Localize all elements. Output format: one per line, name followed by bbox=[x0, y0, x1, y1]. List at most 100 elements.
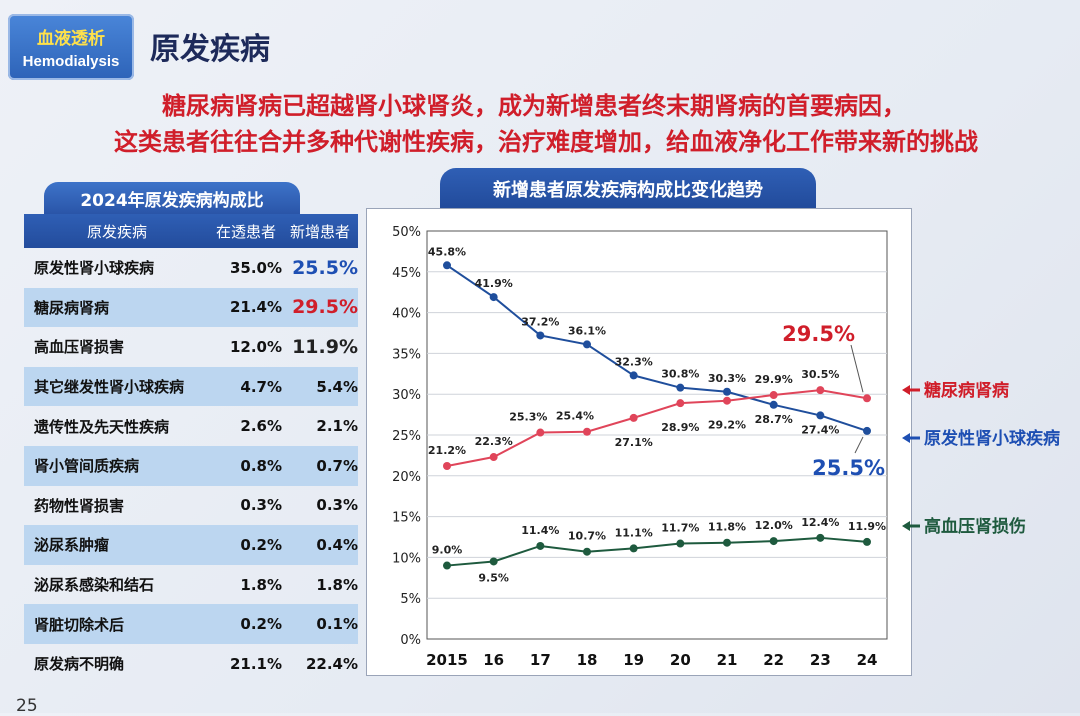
subtitle-line-1: 糖尿病肾病已超越肾小球肾炎，成为新增患者终末期肾病的首要病因， bbox=[162, 92, 906, 120]
data-label: 11.7% bbox=[661, 522, 699, 535]
data-label: 11.9% bbox=[848, 520, 886, 533]
new-patient-percent: 1.8% bbox=[316, 575, 358, 594]
data-point bbox=[816, 533, 825, 542]
header-dialysis: 在透患者 bbox=[215, 222, 276, 241]
legend-label: 高血压肾损伤 bbox=[924, 516, 1026, 537]
disease-name: 糖尿病肾病 bbox=[34, 298, 110, 317]
legend-arrow-icon bbox=[902, 433, 910, 443]
chart-frame: 0% 5% 10% 15% 20% 25% 30% 35% 40% 45% 50% 2015 16 17 1… bbox=[366, 208, 912, 676]
y-tick-label: 50% bbox=[392, 225, 421, 240]
disease-name: 泌尿系感染和结石 bbox=[34, 576, 155, 595]
data-label: 11.8% bbox=[708, 521, 746, 534]
disease-composition-table: 原发疾病 在透患者 新增患者 原发性肾小球疾病 35.0% 25.5% 糖尿病肾病 21… bbox=[24, 214, 358, 684]
table-row: 原发性肾小球疾病 35.0% 25.5% bbox=[24, 248, 358, 288]
legend-label: 糖尿病肾病 bbox=[924, 380, 1009, 401]
badge-english-label: Hemodialysis bbox=[22, 53, 120, 70]
table-row: 其它继发性肾小球疾病 4.7% 5.4% bbox=[24, 366, 358, 407]
data-label: 12.4% bbox=[801, 516, 839, 529]
new-patient-percent: 2.1% bbox=[316, 417, 358, 436]
y-tick-label: 35% bbox=[392, 347, 421, 362]
leader-line bbox=[850, 344, 864, 393]
data-label: 36.1% bbox=[568, 324, 606, 337]
end-label-glomerular: 25.5% bbox=[812, 456, 885, 480]
y-tick-label: 5% bbox=[400, 592, 421, 607]
x-tick-label: 2015 bbox=[426, 651, 468, 669]
data-point bbox=[489, 453, 498, 462]
data-point bbox=[583, 427, 591, 436]
data-label: 28.7% bbox=[755, 413, 793, 426]
new-patient-percent: 11.9% bbox=[292, 335, 358, 358]
new-patient-percent: 5.4% bbox=[316, 377, 358, 396]
table-row: 肾小管间质疾病 0.8% 0.7% bbox=[24, 445, 358, 486]
data-label: 9.0% bbox=[432, 544, 463, 557]
trend-line-chart: 0% 5% 10% 15% 20% 25% 30% 35% 40% 45% 50% 2015 16 17 1… bbox=[392, 225, 888, 669]
data-point bbox=[863, 537, 871, 546]
dialysis-percent: 4.7% bbox=[240, 377, 282, 396]
data-label: 11.1% bbox=[615, 526, 653, 539]
table-row: 遗传性及先天性疾病 2.6% 2.1% bbox=[24, 406, 358, 446]
table-row: 原发病不明确 21.1% 22.4% bbox=[24, 644, 358, 684]
data-label: 25.4% bbox=[556, 410, 594, 423]
x-tick-label: 17 bbox=[530, 651, 551, 669]
disease-name: 药物性肾损害 bbox=[34, 496, 125, 515]
series-line bbox=[446, 389, 868, 467]
data-point bbox=[816, 386, 825, 395]
y-tick-label: 10% bbox=[392, 551, 421, 566]
data-point bbox=[489, 293, 498, 302]
series-line bbox=[446, 264, 868, 432]
disease-name: 原发病不明确 bbox=[34, 655, 125, 674]
dialysis-percent: 35.0% bbox=[229, 258, 282, 277]
data-label: 10.7% bbox=[568, 530, 606, 543]
data-label: 32.3% bbox=[615, 355, 653, 368]
dialysis-percent: 0.8% bbox=[240, 456, 282, 475]
new-patient-percent: 25.5% bbox=[292, 256, 358, 279]
data-label: 30.5% bbox=[801, 368, 839, 381]
data-label: 27.4% bbox=[801, 423, 839, 436]
data-label: 27.1% bbox=[615, 436, 653, 449]
header-new: 新增患者 bbox=[289, 222, 350, 241]
dialysis-percent: 0.2% bbox=[240, 615, 282, 634]
x-tick-label: 20 bbox=[670, 651, 691, 669]
dialysis-percent: 21.4% bbox=[229, 298, 282, 317]
new-patient-percent: 0.1% bbox=[316, 615, 358, 634]
leader-line bbox=[854, 436, 864, 454]
data-point bbox=[536, 541, 545, 550]
data-label: 22.3% bbox=[475, 435, 513, 448]
data-point bbox=[723, 387, 731, 396]
data-point bbox=[816, 411, 825, 420]
data-point bbox=[443, 462, 451, 471]
y-tick-label: 45% bbox=[392, 266, 421, 281]
data-point bbox=[629, 371, 638, 380]
table-row: 糖尿病肾病 21.4% 29.5% bbox=[24, 287, 358, 328]
disease-name: 泌尿系肿瘤 bbox=[34, 536, 110, 555]
data-point bbox=[536, 428, 545, 437]
x-tick-label: 19 bbox=[623, 651, 644, 669]
y-tick-label: 30% bbox=[392, 388, 421, 403]
data-label: 21.2% bbox=[428, 444, 466, 457]
data-point bbox=[443, 261, 451, 270]
x-tick-label: 18 bbox=[577, 651, 598, 669]
data-point bbox=[863, 426, 871, 435]
dialysis-percent: 0.3% bbox=[240, 496, 282, 515]
legend-arrow-icon bbox=[902, 385, 910, 395]
hemodialysis-badge: 血液透析 Hemodialysis bbox=[8, 14, 134, 80]
data-point bbox=[583, 340, 591, 349]
data-label: 25.3% bbox=[509, 411, 547, 424]
new-patient-percent: 0.4% bbox=[316, 535, 358, 554]
data-label: 12.0% bbox=[755, 519, 793, 532]
x-tick-label: 24 bbox=[857, 651, 878, 669]
dialysis-percent: 2.6% bbox=[240, 417, 282, 436]
data-label: 30.3% bbox=[708, 372, 746, 385]
y-tick-label: 15% bbox=[392, 511, 421, 526]
y-tick-label: 20% bbox=[392, 470, 421, 485]
dialysis-percent: 21.1% bbox=[229, 654, 282, 673]
x-tick-label: 21 bbox=[717, 651, 738, 669]
disease-name: 遗传性及先天性疾病 bbox=[34, 417, 170, 436]
data-label: 41.9% bbox=[475, 277, 513, 290]
new-patient-percent: 22.4% bbox=[305, 654, 358, 673]
disease-name: 肾脏切除术后 bbox=[34, 615, 125, 634]
data-label: 28.9% bbox=[661, 421, 699, 434]
data-point bbox=[489, 557, 498, 566]
disease-name: 其它继发性肾小球疾病 bbox=[34, 378, 185, 397]
